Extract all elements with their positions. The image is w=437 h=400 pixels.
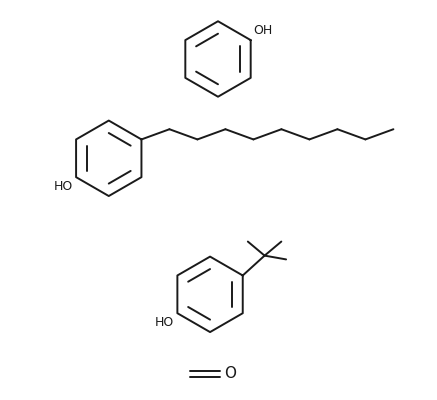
Text: O: O xyxy=(224,366,236,381)
Text: HO: HO xyxy=(54,180,73,193)
Text: OH: OH xyxy=(253,24,273,37)
Text: HO: HO xyxy=(155,316,174,329)
